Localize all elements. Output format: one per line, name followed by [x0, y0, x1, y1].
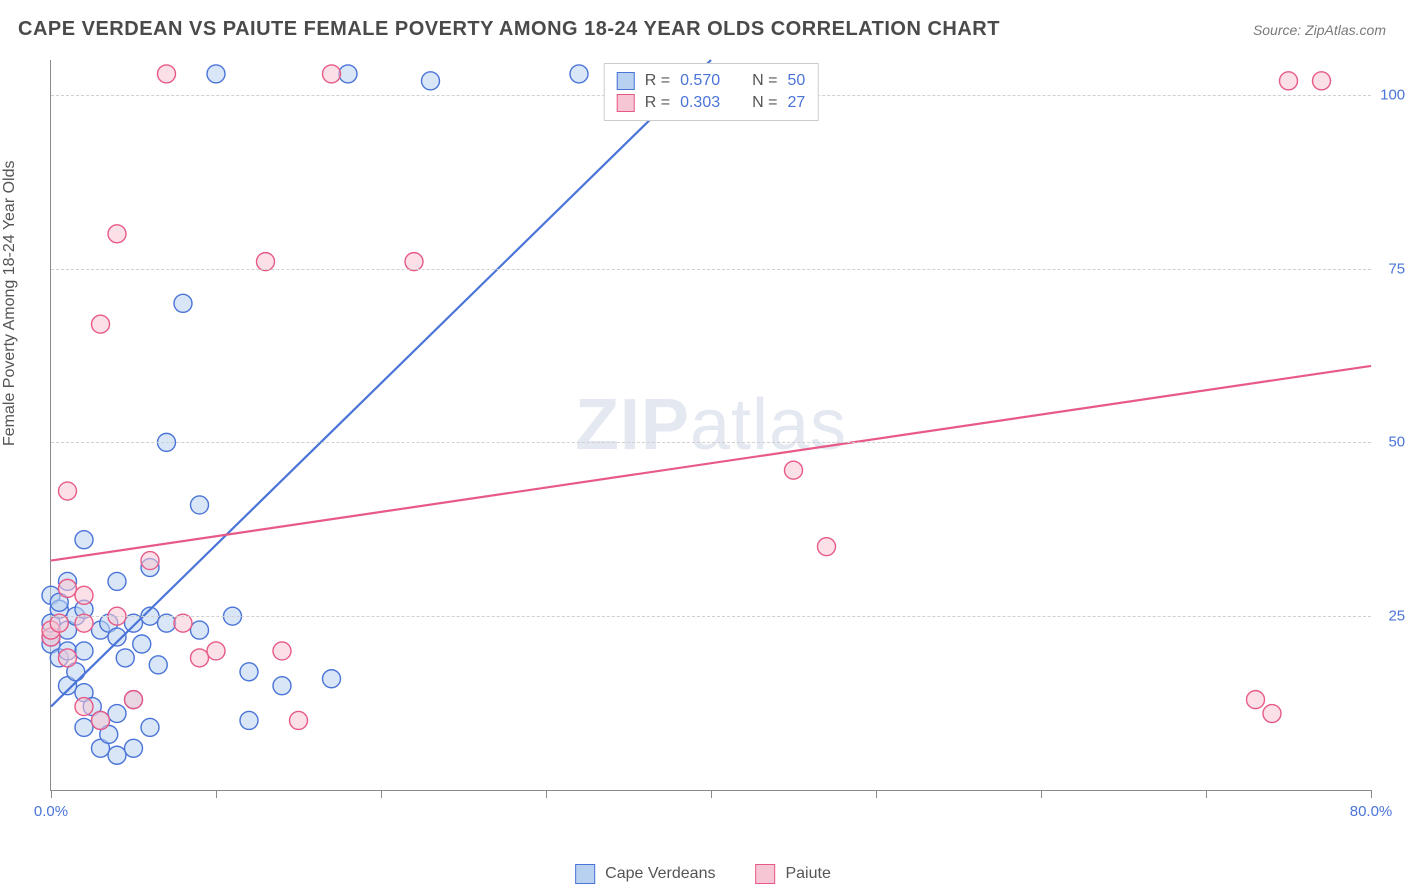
x-tick-label: 80.0% [1350, 803, 1393, 820]
x-tick [711, 790, 712, 798]
data-point [191, 649, 209, 667]
data-point [141, 552, 159, 570]
correlation-legend: R = 0.570 N = 50 R = 0.303 N = 27 [604, 63, 819, 121]
data-point [174, 294, 192, 312]
data-point [191, 621, 209, 639]
data-point [273, 642, 291, 660]
x-tick [546, 790, 547, 798]
legend-swatch [755, 864, 775, 884]
data-point [339, 65, 357, 83]
gridline-h [51, 616, 1371, 617]
data-point [149, 656, 167, 674]
data-point [75, 586, 93, 604]
data-point [75, 718, 93, 736]
data-point [108, 705, 126, 723]
data-point [75, 698, 93, 716]
x-tick [1041, 790, 1042, 798]
legend-n-value: 50 [787, 70, 805, 92]
data-point [75, 531, 93, 549]
data-point [116, 649, 134, 667]
data-point [1263, 705, 1281, 723]
data-point [75, 642, 93, 660]
legend-item: Paiute [755, 864, 830, 884]
data-point [240, 711, 258, 729]
legend-n-label: N = [752, 92, 777, 114]
data-point [1247, 691, 1265, 709]
data-point [108, 225, 126, 243]
legend-row: R = 0.570 N = 50 [617, 70, 806, 92]
gridline-h [51, 269, 1371, 270]
legend-item: Cape Verdeans [575, 864, 715, 884]
x-tick [216, 790, 217, 798]
data-point [133, 635, 151, 653]
data-point [108, 746, 126, 764]
legend-row: R = 0.303 N = 27 [617, 92, 806, 114]
legend-r-value: 0.303 [680, 92, 720, 114]
x-tick [51, 790, 52, 798]
data-point [92, 315, 110, 333]
data-point [207, 65, 225, 83]
legend-r-label: R = [645, 92, 670, 114]
legend-n-value: 27 [787, 92, 805, 114]
chart-container: CAPE VERDEAN VS PAIUTE FEMALE POVERTY AM… [0, 0, 1406, 892]
x-tick [876, 790, 877, 798]
data-point [125, 739, 143, 757]
data-point [59, 482, 77, 500]
data-point [1280, 72, 1298, 90]
y-axis-label: Female Poverty Among 18-24 Year Olds [1, 161, 19, 447]
legend-label: Cape Verdeans [605, 865, 715, 883]
data-point [108, 572, 126, 590]
chart-title: CAPE VERDEAN VS PAIUTE FEMALE POVERTY AM… [18, 18, 1000, 41]
legend-r-label: R = [645, 70, 670, 92]
source-attribution: Source: ZipAtlas.com [1253, 22, 1386, 38]
legend-swatch [575, 864, 595, 884]
y-tick-label: 50.0% [1376, 434, 1406, 451]
x-tick [381, 790, 382, 798]
data-point [785, 461, 803, 479]
data-point [323, 65, 341, 83]
plot-area: ZIPatlas R = 0.570 N = 50 R = 0.303 N = … [50, 60, 1371, 791]
y-tick-label: 100.0% [1376, 86, 1406, 103]
data-point [158, 65, 176, 83]
x-tick [1371, 790, 1372, 798]
regression-line [51, 60, 711, 707]
data-point [59, 649, 77, 667]
data-point [191, 496, 209, 514]
data-point [59, 579, 77, 597]
data-point [240, 663, 258, 681]
plot-svg [51, 60, 1371, 790]
data-point [125, 691, 143, 709]
data-point [92, 711, 110, 729]
legend-swatch [617, 94, 635, 112]
data-point [273, 677, 291, 695]
data-point [570, 65, 588, 83]
data-point [290, 711, 308, 729]
data-point [422, 72, 440, 90]
legend-label: Paiute [785, 865, 830, 883]
legend-r-value: 0.570 [680, 70, 720, 92]
y-tick-label: 25.0% [1376, 608, 1406, 625]
y-tick-label: 75.0% [1376, 260, 1406, 277]
gridline-h [51, 442, 1371, 443]
legend-n-label: N = [752, 70, 777, 92]
regression-line [51, 366, 1371, 561]
data-point [323, 670, 341, 688]
series-legend: Cape Verdeans Paiute [575, 864, 831, 884]
data-point [1313, 72, 1331, 90]
data-point [141, 718, 159, 736]
data-point [207, 642, 225, 660]
data-point [818, 538, 836, 556]
x-tick-label: 0.0% [34, 803, 68, 820]
x-tick [1206, 790, 1207, 798]
legend-swatch [617, 72, 635, 90]
